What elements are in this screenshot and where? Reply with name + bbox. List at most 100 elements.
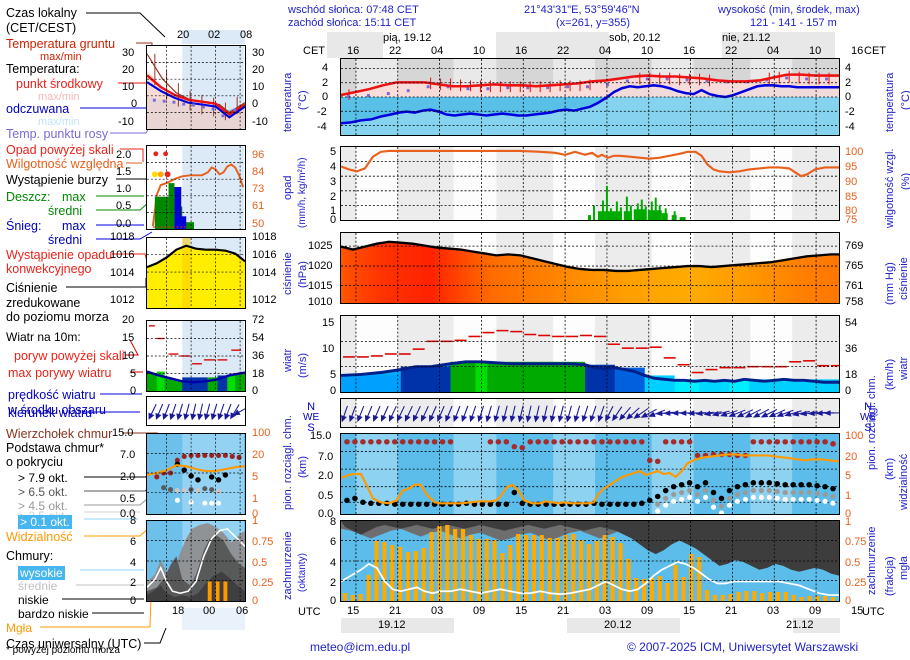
cloud-top-dot	[567, 439, 573, 445]
cloud-base-dot	[718, 510, 725, 514]
cloud-base-dot	[750, 480, 757, 486]
cloud-base-dot	[694, 498, 701, 504]
utc-day-label-2: 21.12	[786, 619, 814, 631]
cloud-base-dot	[655, 508, 661, 514]
cb-ylabel-20: 2.0	[318, 470, 334, 482]
precip-ylabel-0: 0	[330, 214, 337, 226]
cloud-cover-bar	[775, 592, 781, 601]
mini-vis-rlabel-100: 100	[252, 427, 271, 439]
cet-label-left: CET	[303, 45, 325, 57]
cloud-base-dot	[806, 490, 812, 496]
cet-ticks-2: 04	[431, 45, 444, 57]
cloud-base-dot	[734, 483, 741, 490]
legend-gust-over: poryw powyżej skali	[14, 349, 125, 363]
cloud-top-dot	[623, 439, 629, 445]
mini-pressure-plot	[147, 238, 245, 308]
mini-temp-ylabel--10: -10	[118, 116, 134, 128]
footer-email[interactable]: meteo@icm.edu.pl	[310, 640, 411, 654]
axis-title-cloudcover-left-unit: (oktanty)	[297, 553, 308, 592]
cloud-base-dot	[718, 495, 725, 502]
cet-ticks-5: 22	[557, 45, 570, 57]
mini-cb-ylabel-70: 7.0	[120, 449, 136, 461]
altitude-value: 121 - 141 - 157 m	[750, 17, 837, 29]
pressure-panel	[340, 232, 840, 304]
cloud-base-dot	[655, 501, 661, 507]
mini-wind-rlabel-18: 18	[252, 368, 265, 380]
legend-utc-time: Czas uniwersalny (UTC)	[6, 637, 142, 651]
mini-fog-rlabel-05: 0.5	[252, 557, 268, 569]
mini-pres-ylabel-1012: 1012	[110, 294, 135, 306]
mini-cb-ylabel-150: 15.0	[112, 427, 134, 439]
mini-night-band	[182, 30, 245, 44]
cloud-cover-bar	[468, 535, 474, 601]
cloud-base-dot	[750, 494, 756, 500]
cloud-base-dot	[399, 501, 406, 507]
cloud-top-dot	[599, 439, 605, 445]
utc-ticks-6: 03	[599, 605, 612, 617]
mini-fog-rlabel-075: 0.75	[252, 536, 274, 548]
cloud-base-dot	[344, 497, 350, 504]
compass-left-w: W	[303, 412, 313, 423]
axis-title-cloud-right-2: pion. rozciągl. chm.	[866, 375, 878, 470]
cloud-base-dot	[623, 501, 629, 507]
axis-title-precip-left: opad	[282, 175, 294, 200]
cloud-top-dot	[415, 439, 422, 445]
cloud-cover-bar	[579, 540, 584, 601]
pres-rlabel-765: 765	[845, 260, 864, 272]
cloud-base-dot	[710, 497, 717, 503]
cloud-top-dot	[535, 439, 541, 445]
cloud-base-dot	[830, 493, 836, 499]
utc-ticks-12: 15	[851, 605, 864, 617]
cloud-base-dot	[654, 493, 661, 500]
legend-cloud-top: Wierzchołek chmur	[6, 427, 113, 441]
cloud-base-dot	[702, 480, 709, 486]
mini-wind-rlabel-36: 36	[252, 350, 265, 362]
wind-rlabel-18: 18	[845, 369, 858, 381]
mini-temp-rlabel-0: 0	[252, 98, 259, 110]
mini-temperature-plot	[147, 46, 245, 129]
cloud-base-dot	[423, 501, 430, 507]
hum-rlabel-85: 85	[845, 191, 858, 203]
legend-rain: Deszcz:	[6, 190, 51, 204]
cloud-top-dot	[615, 439, 621, 445]
cloud-cover-bar	[823, 596, 828, 601]
cloud-base-dot	[830, 485, 836, 492]
cloud-base-dot	[646, 497, 653, 504]
fog-rlabel-05: 0.5	[845, 557, 861, 569]
cb-ylabel-05: 0.5	[318, 490, 334, 502]
cloud-cover-bar	[429, 532, 434, 601]
mini-temperature-panel	[146, 45, 246, 130]
cloud-base-dot	[607, 501, 613, 507]
cloud-top-dot	[360, 439, 366, 445]
temp-ylabel--4: -4	[317, 121, 327, 133]
cloud-base-dot	[750, 488, 756, 494]
mini-hum-rlabel-50: 50	[252, 218, 265, 230]
cloud-base-dot	[734, 498, 740, 504]
mini-precip-ylabel-2: 2.0	[116, 149, 132, 161]
mini-temp-rlabel-30: 30	[252, 47, 265, 59]
vis-rlabel-5: 5	[845, 470, 852, 482]
cloud-top-dot	[431, 439, 438, 445]
mini-vis-rlabel-5: 5	[252, 471, 259, 483]
cloud-cover-bar	[374, 541, 379, 601]
cloud-base-dot	[726, 487, 733, 494]
cloud-base-dot	[742, 490, 748, 496]
cloud-top-dot	[368, 439, 374, 445]
cloud-base-dot	[479, 501, 486, 507]
legend-pressure-1: Ciśnienie	[6, 281, 58, 295]
legend-conv-precip-2: konwekcyjnego	[6, 262, 92, 276]
cet-label-right: CET	[864, 45, 886, 57]
axis-title-visibility-unit: (km)	[884, 458, 896, 480]
cloud-cover-bar	[390, 545, 395, 601]
mini-cb-ylabel-00: 0.0	[120, 508, 136, 520]
wind-ylabel-10: 10	[322, 343, 335, 355]
mini-wind-ylabel-0: 0	[130, 385, 137, 397]
pres-rlabel-761: 761	[845, 280, 864, 292]
mini-pres-ylabel-1014: 1014	[110, 267, 135, 279]
cloud-cover-bar	[358, 593, 363, 601]
mini-temp-ylabel-10: 10	[122, 81, 135, 93]
mini-precip-ylabel-05: 0.5	[116, 200, 132, 212]
cet-ticks-6: 04	[599, 45, 612, 57]
cloud-base-dot	[599, 501, 605, 507]
mini-cloudcover-plot	[147, 521, 245, 601]
